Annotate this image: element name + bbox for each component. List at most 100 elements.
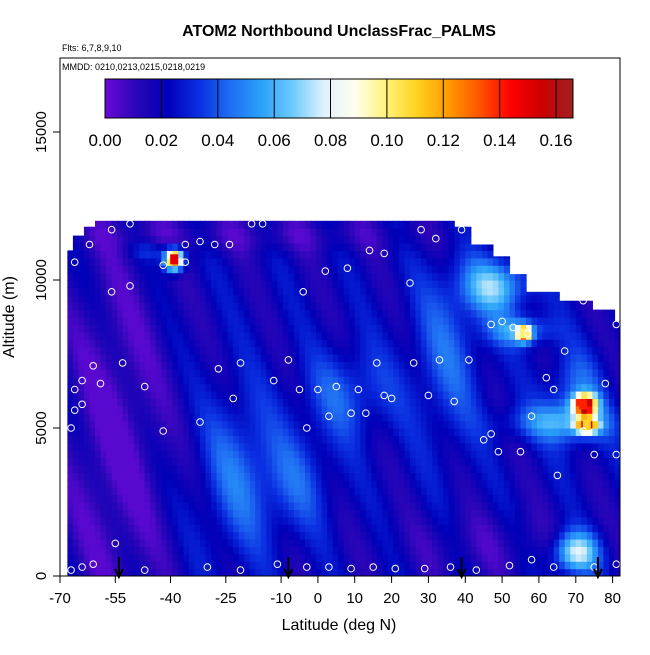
heat-cell — [454, 272, 461, 281]
heat-cell — [526, 391, 533, 399]
heat-cell — [122, 220, 129, 229]
heat-cell — [222, 450, 229, 459]
heat-cell — [244, 383, 251, 392]
heat-cell — [492, 331, 500, 340]
heat-cell — [492, 553, 500, 562]
heat-cell — [205, 546, 212, 555]
heat-cell — [227, 376, 234, 385]
heat-cell — [404, 250, 411, 259]
heat-cell — [72, 272, 80, 281]
heat-cell — [581, 509, 588, 518]
heat-cell — [183, 516, 190, 525]
heat-cell — [454, 531, 461, 540]
heat-cell — [244, 361, 251, 370]
heat-cell — [249, 324, 256, 333]
heat-cell — [360, 272, 367, 281]
heat-cell — [244, 487, 251, 496]
heat-cell — [503, 256, 511, 259]
heat-cell — [266, 435, 273, 444]
heat-cell — [155, 294, 162, 303]
heat-cell — [476, 435, 483, 444]
heat-cell — [415, 494, 422, 503]
heat-cell — [387, 280, 395, 288]
sample-point — [325, 412, 333, 421]
heat-cell — [515, 435, 522, 444]
heat-cell — [305, 368, 312, 377]
heat-cell — [371, 354, 378, 362]
heat-cell — [194, 302, 201, 311]
heat-cell — [155, 465, 162, 473]
heat-cell — [459, 376, 466, 385]
heat-cell — [465, 465, 472, 473]
heat-cell — [498, 531, 505, 540]
heat-cell — [100, 487, 107, 496]
heat-cell — [586, 331, 593, 340]
heat-cell — [299, 442, 306, 451]
heat-cell — [393, 465, 400, 473]
heat-cell — [67, 317, 74, 325]
heat-cell — [277, 294, 284, 303]
heat-cell — [586, 361, 593, 370]
heat-cell — [188, 324, 196, 333]
heat-cell — [432, 398, 439, 407]
heat-cell — [426, 546, 433, 555]
heat-cell — [498, 442, 505, 451]
heat-cell — [410, 465, 417, 473]
heat-cell — [305, 413, 312, 422]
heat-cell — [266, 346, 273, 355]
heat-cell — [100, 339, 107, 348]
heat-cell — [95, 243, 102, 251]
heat-cell — [470, 516, 477, 525]
heat-cell — [459, 339, 466, 348]
heat-cell — [305, 331, 312, 340]
heat-cell — [470, 405, 477, 414]
y-axis-label: Altitude (m) — [1, 276, 18, 358]
heat-cell — [277, 479, 284, 488]
heat-cell — [89, 383, 96, 392]
heat-cell — [188, 553, 196, 562]
heat-cell — [133, 568, 140, 576]
heat-cell — [260, 420, 267, 429]
heat-cell — [161, 361, 168, 370]
heat-cell — [349, 228, 356, 237]
heat-cell — [592, 531, 599, 540]
heat-cell — [398, 553, 406, 562]
heat-cell — [426, 265, 433, 274]
heat-cell — [133, 524, 140, 533]
heat-cell — [260, 272, 267, 281]
heat-cell — [238, 553, 245, 562]
heat-cell — [266, 420, 273, 429]
heat-cell — [133, 272, 140, 281]
heat-cell — [448, 383, 455, 392]
heat-cell — [459, 494, 466, 503]
heat-cell — [155, 302, 162, 311]
heat-cell — [608, 354, 616, 362]
heat-cell — [481, 568, 488, 576]
heat-cell — [161, 346, 168, 355]
heat-cell — [139, 457, 146, 466]
heat-cell — [194, 502, 201, 510]
heat-cell — [288, 531, 295, 540]
heat-cell — [100, 479, 107, 488]
heat-cell — [465, 383, 472, 392]
heat-cell — [128, 465, 135, 473]
heat-cell — [376, 257, 383, 266]
heat-cell — [249, 317, 256, 325]
heat-cell — [371, 287, 378, 296]
heat-cell — [398, 294, 406, 303]
heat-cell — [448, 309, 455, 318]
heat-cell — [470, 487, 477, 496]
heat-cell — [553, 405, 560, 414]
heat-cell — [83, 309, 91, 318]
heat-cell — [398, 324, 406, 333]
heat-cell — [83, 553, 91, 562]
heat-cell — [238, 346, 245, 355]
heat-cell — [387, 428, 395, 436]
heat-cell — [492, 324, 500, 333]
heat-cell — [216, 280, 223, 288]
heat-cell — [128, 479, 135, 488]
heat-cell — [310, 317, 317, 325]
heat-cell — [117, 250, 124, 259]
heat-cell — [487, 354, 494, 362]
heat-cell — [166, 324, 173, 333]
